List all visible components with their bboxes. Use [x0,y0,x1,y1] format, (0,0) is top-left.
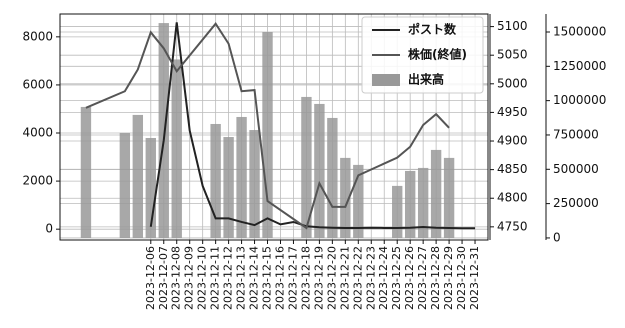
volume-bar [236,116,247,238]
volume-bar [119,132,131,238]
volume-bar [145,137,156,238]
y3-tick-label: 0 [553,230,561,244]
volume-bar [80,106,92,238]
y2-tick-label: 4900 [497,134,528,148]
x-tick-label: 2023-12-30 [455,246,468,310]
y3-tick-label: 1500000 [553,24,606,38]
x-tick-label: 2023-12-06 [144,246,157,310]
x-tick-label: 2023-12-24 [377,246,390,310]
volume-bar [132,114,144,238]
volume-bar [340,157,351,238]
x-tick-label: 2023-12-15 [261,246,274,310]
x-tick-label: 2023-12-18 [299,246,312,310]
x-tick-label: 2023-12-29 [442,246,455,310]
x-tick-label: 2023-12-20 [325,246,338,310]
legend-swatch [372,74,400,86]
x-tick-label: 2023-12-26 [403,246,416,310]
y3-tick-label: 1000000 [553,93,606,107]
series-line [85,22,450,230]
volume-bar [301,96,312,238]
y-tick-label: 0 [45,222,53,236]
plot-frame [59,13,489,241]
volume-bar [353,164,364,238]
volume-bar [404,170,416,238]
x-tick-label: 2023-12-11 [209,246,222,310]
x-tick-label: 2023-12-31 [468,246,481,310]
volume-bar [392,185,403,238]
y2-tick-label: 4750 [497,219,528,233]
y2-tick-label: 5100 [497,19,528,33]
volume-bar [430,149,442,238]
legend-label: 出来高 [408,72,444,87]
y2-tick-label: 4800 [497,191,528,205]
x-tick-label: 2023-12-07 [157,246,170,310]
y2-tick-label: 5050 [497,48,528,62]
y-tick-label: 2000 [22,174,53,188]
volume-bar [223,137,234,238]
y2-tick-label: 4950 [497,105,528,119]
y-tick-label: 4000 [22,126,53,140]
y-tick-label: 6000 [22,77,53,91]
x-tick-label: 2023-12-27 [416,246,429,310]
x-tick-label: 2023-12-14 [248,246,261,310]
volume-bar [314,103,325,238]
legend-label: ポスト数 [408,22,457,37]
x-tick-label: 2023-12-08 [170,246,183,310]
y3-tick-label: 250000 [553,196,599,210]
volume-bar [210,123,221,238]
y2-tick-label: 4850 [497,162,528,176]
y3-tick-label: 500000 [553,162,599,176]
x-tick-label: 2023-12-28 [429,246,442,310]
volume-bar [158,23,169,238]
x-tick-label: 2023-12-25 [390,246,403,310]
x-tick-label: 2023-12-09 [183,246,196,310]
volume-bar [327,117,338,238]
volume-bar [249,130,260,238]
x-tick-label: 2023-12-16 [273,246,286,310]
legend-label: 株価(終値) [408,47,467,62]
x-tick-label: 2023-12-12 [222,246,235,310]
x-tick-label: 2023-12-17 [286,246,299,310]
x-tick-label: 2023-12-21 [338,246,351,310]
volume-bar [171,59,182,238]
y-tick-label: 8000 [22,29,53,43]
y3-tick-label: 1250000 [553,59,606,73]
x-tick-label: 2023-12-10 [196,246,209,310]
x-tick-label: 2023-12-19 [312,246,325,310]
y3-tick-label: 750000 [553,127,599,141]
volume-bar [262,31,273,238]
volume-bar [443,157,455,238]
x-tick-label: 2023-12-13 [235,246,248,310]
x-tick-label: 2023-12-23 [364,246,377,310]
volume-bar [417,167,429,238]
lines-layer [85,22,476,230]
y2-tick-label: 5000 [497,76,528,90]
series-line [149,22,476,230]
x-tick-label: 2023-12-22 [351,246,364,310]
